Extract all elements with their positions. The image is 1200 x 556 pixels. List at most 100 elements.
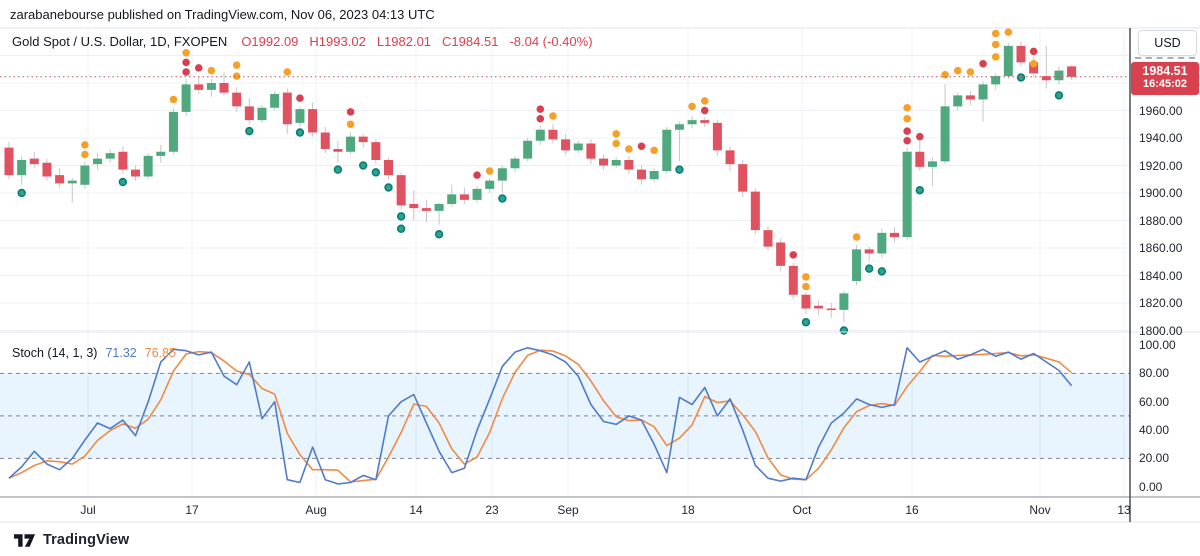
orange-signal-dot — [625, 145, 633, 153]
time-tick-label: 13 — [1117, 503, 1131, 517]
red-signal-dot — [789, 251, 798, 259]
candle-body — [826, 308, 836, 311]
ohlc-high: H1993.02 — [309, 34, 366, 49]
orange-signal-dot — [953, 66, 962, 75]
red-signal-dot — [536, 114, 545, 123]
teal-signal-dot — [1054, 91, 1064, 100]
candle-body — [29, 158, 39, 165]
orange-signal-dot — [991, 29, 1000, 38]
candle-body — [421, 208, 431, 211]
teal-signal-dot — [877, 267, 887, 276]
teal-signal-dot — [396, 224, 406, 233]
orange-signal-dot — [700, 97, 709, 105]
orange-signal-dot — [966, 68, 975, 76]
red-signal-dot — [346, 108, 355, 116]
teal-signal-dot — [118, 177, 128, 187]
price-tick-label: 1800.00 — [1139, 323, 1183, 338]
orange-signal-dot — [232, 61, 241, 69]
candle-body — [118, 151, 128, 170]
stoch-header[interactable]: Stoch (14, 1, 3) 71.32 76.85 — [12, 346, 176, 360]
teal-signal-dot — [915, 186, 924, 195]
price-tick-label: 1940.00 — [1139, 131, 1183, 145]
candle-body — [611, 160, 621, 166]
candle-body — [257, 107, 267, 121]
teal-signal-dot — [801, 318, 811, 327]
red-signal-dot — [182, 58, 190, 67]
red-signal-dot — [182, 68, 190, 76]
ohlc-change: -8.04 (-0.40%) — [509, 34, 593, 49]
candle-body — [219, 83, 229, 93]
candle-body — [1067, 66, 1077, 77]
tradingview-logo[interactable]: TradingView — [13, 532, 129, 548]
candle-body — [232, 92, 242, 107]
teal-signal-dot — [1016, 73, 1026, 82]
red-signal-dot — [1029, 47, 1038, 56]
symbol-header[interactable]: Gold Spot / U.S. Dollar, 1D, FXOPEN O1992… — [12, 34, 604, 49]
orange-signal-dot — [802, 282, 810, 291]
candle-body — [4, 147, 14, 176]
candle-body — [143, 155, 153, 177]
time-tick-label: Jul — [80, 503, 96, 517]
orange-signal-dot — [232, 72, 241, 80]
currency-toggle-button[interactable]: USD — [1138, 30, 1197, 56]
orange-signal-dot — [169, 95, 178, 104]
red-signal-dot — [473, 171, 481, 179]
candle-body — [1003, 45, 1013, 77]
teal-signal-dot — [498, 194, 507, 203]
orange-signal-dot — [688, 102, 696, 111]
orange-signal-dot — [941, 70, 949, 79]
candle-body — [902, 151, 912, 237]
orange-signal-dot — [903, 103, 911, 112]
time-tick-label: Sep — [557, 503, 579, 517]
stoch-tick-label: 60.00 — [1139, 394, 1170, 409]
stoch-k-line — [8, 346, 1073, 485]
candle-body — [282, 92, 292, 125]
candle-body — [105, 153, 115, 159]
candle-body — [472, 188, 482, 200]
candle-body — [965, 95, 975, 100]
price-tick-label: 1820.00 — [1139, 296, 1183, 310]
candle-body — [548, 129, 558, 140]
stoch-band — [0, 373, 1130, 459]
attribution-text: zarabanebourse published on TradingView.… — [10, 7, 435, 22]
candle-body — [788, 265, 798, 295]
ohlc-low: L1982.01 — [376, 34, 432, 49]
last-price-label: 1984.51 16:45:02 — [1131, 62, 1199, 95]
bar-countdown: 16:45:02 — [1142, 78, 1188, 90]
candle-body — [814, 305, 824, 309]
price-tick-label: 1960.00 — [1139, 103, 1183, 118]
candle-body — [776, 242, 786, 266]
price-tick-label: 1840.00 — [1139, 268, 1183, 283]
candle-body — [877, 232, 887, 254]
orange-signal-dot — [612, 130, 620, 138]
red-signal-dot — [194, 64, 203, 72]
candle-body — [927, 161, 937, 167]
candle-body — [244, 106, 254, 121]
candle-body — [55, 175, 65, 184]
time-tick-label: 16 — [905, 503, 919, 517]
candle-body — [712, 122, 722, 151]
orange-signal-dot — [1004, 28, 1013, 36]
teal-signal-dot — [295, 128, 305, 137]
candle-body — [674, 124, 684, 130]
candle-body — [852, 249, 862, 281]
axis-dashed-marker — [1135, 57, 1195, 59]
orange-signal-dot — [612, 139, 620, 148]
candle-body — [940, 106, 950, 162]
orange-signal-dot — [549, 112, 557, 120]
stoch-tick-label: 100.00 — [1139, 338, 1176, 352]
time-tick-label: 17 — [185, 503, 199, 517]
orange-signal-dot — [802, 273, 810, 281]
candle-body — [497, 168, 507, 181]
candle-body — [308, 109, 318, 133]
candle-body — [978, 84, 988, 100]
teal-signal-dot — [675, 165, 684, 174]
candle-body — [270, 94, 280, 108]
ohlc-close: C1984.51 — [442, 34, 499, 49]
candle-body — [346, 136, 356, 152]
tradingview-logo-icon — [13, 533, 36, 547]
time-tick-label: 18 — [681, 503, 695, 517]
orange-signal-dot — [991, 40, 1000, 49]
red-signal-dot — [916, 132, 924, 141]
